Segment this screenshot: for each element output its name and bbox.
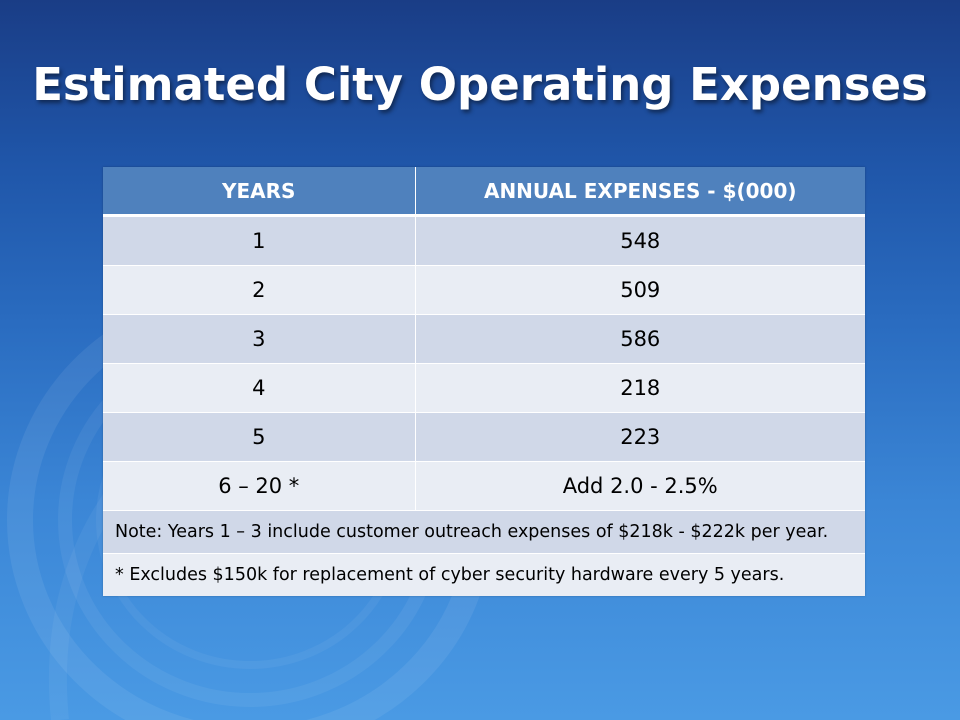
header-years: YEARS — [103, 167, 415, 217]
cell-expenses: 223 — [414, 412, 865, 462]
cell-expenses: 218 — [414, 363, 865, 413]
header-annual-expenses: ANNUAL EXPENSES - $(000) — [414, 167, 865, 217]
cell-years: 4 — [103, 363, 415, 413]
note-row: Note: Years 1 – 3 include customer outre… — [103, 510, 865, 554]
note-outreach-expenses: Note: Years 1 – 3 include customer outre… — [103, 510, 865, 554]
table-row: 1 548 — [103, 215, 865, 266]
table-header-row: YEARS ANNUAL EXPENSES - $(000) — [103, 167, 865, 217]
table-row: 2 509 — [103, 265, 865, 315]
cell-years: 2 — [103, 265, 415, 315]
expenses-table: YEARS ANNUAL EXPENSES - $(000) 1 548 2 5… — [103, 167, 865, 596]
table-row: 6 – 20 * Add 2.0 - 2.5% — [103, 461, 865, 511]
cell-expenses: 509 — [414, 265, 865, 315]
table-row: 5 223 — [103, 412, 865, 462]
cell-years: 6 – 20 * — [103, 461, 415, 511]
cell-expenses: 586 — [414, 314, 865, 364]
cell-expenses: 548 — [414, 215, 865, 266]
slide-title: Estimated City Operating Expenses — [32, 58, 928, 111]
cell-years: 1 — [103, 215, 415, 266]
note-row: * Excludes $150k for replacement of cybe… — [103, 553, 865, 596]
note-cyber-security-exclusion: * Excludes $150k for replacement of cybe… — [103, 553, 865, 596]
cell-years: 5 — [103, 412, 415, 462]
table-row: 3 586 — [103, 314, 865, 364]
table-row: 4 218 — [103, 363, 865, 413]
cell-years: 3 — [103, 314, 415, 364]
cell-expenses: Add 2.0 - 2.5% — [414, 461, 865, 511]
